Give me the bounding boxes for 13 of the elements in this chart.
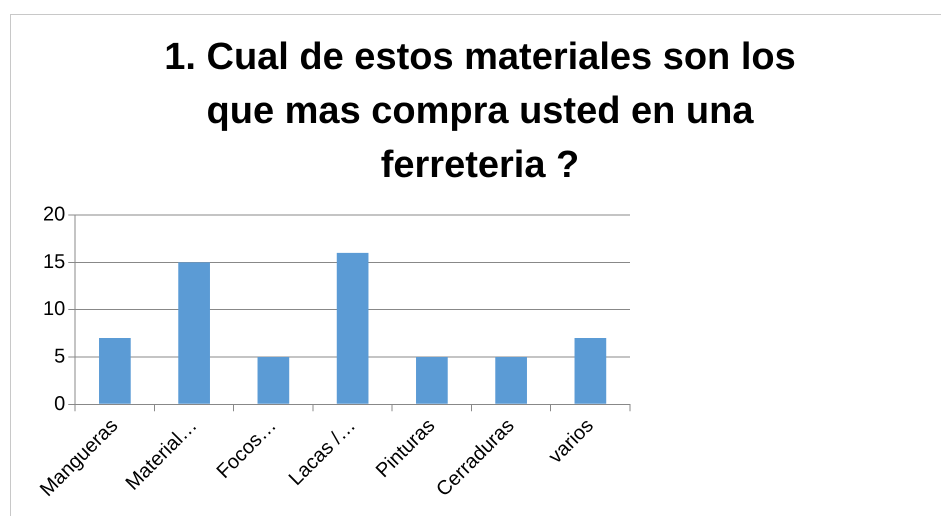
y-tick-label: 10 xyxy=(42,298,66,320)
bar xyxy=(336,252,368,404)
bar xyxy=(99,338,131,404)
bar xyxy=(416,356,448,404)
bar xyxy=(574,338,606,404)
y-tick-label: 20 xyxy=(42,204,66,226)
y-tick-label: 0 xyxy=(54,392,66,415)
y-tick-label: 5 xyxy=(54,345,66,368)
bar xyxy=(258,356,290,404)
chart-title: 1. Cual de estos materiales son los que mas compra usted en una ferreteria ? xyxy=(163,35,797,188)
bar xyxy=(495,356,527,404)
bar xyxy=(178,262,210,404)
y-tick-label: 15 xyxy=(42,250,66,273)
